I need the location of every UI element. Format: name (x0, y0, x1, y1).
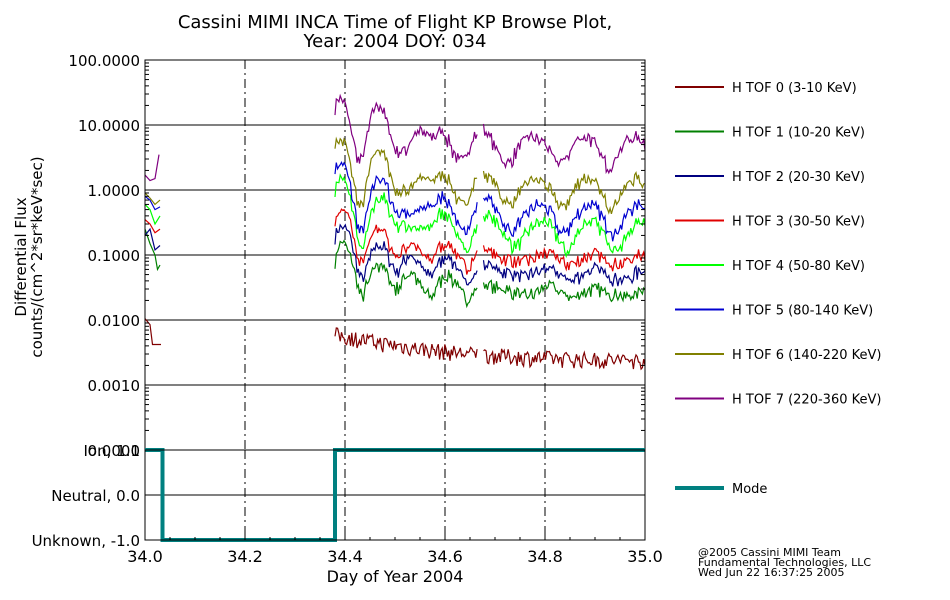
legend-label: H TOF 5 (80-140 KeV) (732, 304, 873, 319)
x-axis-label: Day of Year 2004 (327, 567, 464, 586)
y-tick-label: 1.0000 (88, 182, 141, 200)
bottom-panel-frame (144, 449, 646, 541)
top-panel-tick-labels: 100.0000 10.0000 1.0000 0.1000 0.0100 0.0010 0… (68, 52, 645, 460)
series-line-segment (144, 203, 161, 226)
series-line-segment (334, 239, 646, 309)
x-tick-label: 34.8 (527, 547, 563, 566)
series-line-segment (144, 228, 161, 272)
series-line-segment (144, 227, 161, 252)
x-tick-label: 35.0 (627, 547, 663, 566)
series-line-segment (334, 160, 646, 242)
bottom-panel-grid (145, 450, 645, 540)
series-line-segment (334, 173, 646, 259)
series-line-segment (144, 192, 161, 206)
series-line-segment (334, 93, 646, 175)
x-tick-label: 34.6 (427, 547, 463, 566)
x-tick-label: 34.0 (127, 547, 163, 566)
mode-y-tick-label: Neutral, 0.0 (51, 487, 140, 505)
top-panel-series (144, 93, 646, 371)
legend-label: H TOF 4 (50-80 KeV) (732, 259, 865, 274)
series-line-segment (144, 195, 161, 211)
legend-label: Mode (732, 482, 767, 497)
series-line-segment (334, 223, 646, 287)
mode-y-tick-label: Ion, 1.0 (84, 442, 141, 460)
y-tick-label: 0.0010 (88, 377, 141, 395)
legend-label: H TOF 7 (220-360 KeV) (732, 393, 881, 408)
x-tick-label: 34.4 (327, 547, 363, 566)
mode-y-tick-label: Unknown, -1.0 (32, 532, 140, 550)
series-line-segment (334, 327, 646, 371)
legend-label: H TOF 1 (10-20 KeV) (732, 126, 865, 141)
chart-subtitle: Year: 2004 DOY: 034 (303, 31, 487, 52)
bottom-panel-tick-labels: Ion, 1.0 Neutral, 0.0 Unknown, -1.034.0 34.… (32, 442, 663, 566)
credit-line-3: Wed Jun 22 16:37:25 2005 (698, 566, 845, 579)
series-line-segment (144, 154, 160, 182)
y-tick-label: 0.0001 (88, 442, 141, 460)
series-line-segment (334, 208, 646, 275)
series-line-segment (334, 136, 646, 215)
y-tick-label: 10.0000 (78, 117, 140, 135)
series-line-segment (144, 318, 161, 346)
legend-label: H TOF 0 (3-10 KeV) (732, 81, 857, 96)
legend-label: H TOF 2 (20-30 KeV) (732, 170, 865, 185)
legend: H TOF 0 (3-10 KeV) H TOF 1 (10-20 KeV) H T… (675, 81, 881, 497)
credit-line-2: Fundamental Technologies, LLC (698, 556, 871, 569)
y-tick-label: 0.0100 (88, 312, 141, 330)
y-axis-label: Differential Flux (12, 197, 30, 316)
chart-title: Cassini MIMI INCA Time of Flight KP Brow… (178, 12, 612, 33)
y-axis-units: counts/(cm^2*sr*keV*sec) (28, 156, 46, 357)
credit-line-1: @2005 Cassini MIMI Team (698, 546, 841, 559)
y-tick-label: 0.1000 (88, 247, 141, 265)
legend-label: H TOF 6 (140-220 KeV) (732, 348, 881, 363)
series-line-segment (144, 219, 161, 234)
x-tick-label: 34.2 (227, 547, 263, 566)
legend-label: H TOF 3 (30-50 KeV) (732, 215, 865, 230)
y-tick-label: 100.0000 (68, 52, 140, 70)
